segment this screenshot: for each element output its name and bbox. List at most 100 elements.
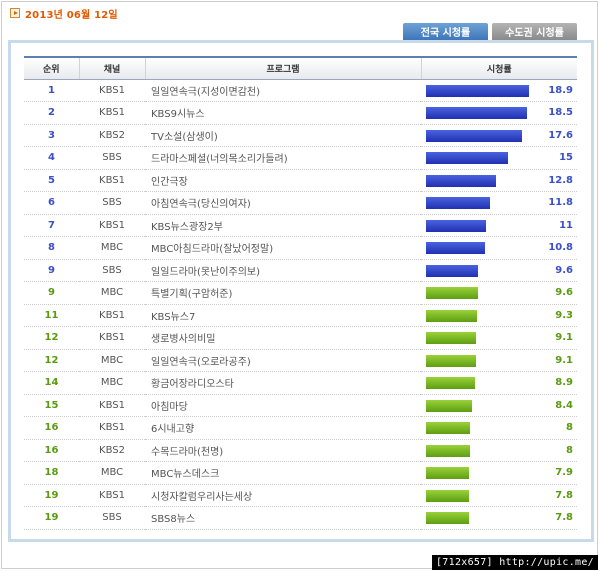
rating-bar <box>426 129 522 142</box>
program-cell: 아침연속극(당신의여자) <box>145 191 421 215</box>
channel-cell: MBC <box>79 461 145 485</box>
rating-value: 9.1 <box>555 332 573 343</box>
program-cell: SBS8뉴스 <box>145 506 421 530</box>
rating-cell: 9.3 <box>421 304 577 327</box>
rating-cell: 9.6 <box>421 259 577 282</box>
channel-cell: KBS1 <box>79 326 145 350</box>
rank-cell: 15 <box>24 394 79 417</box>
rank-cell: 19 <box>24 484 79 507</box>
program-cell: 황금어장라디오스타 <box>145 371 421 395</box>
rank-cell: 3 <box>24 124 79 147</box>
column-header-rank: 순위 <box>24 56 79 80</box>
channel-cell: KBS2 <box>79 124 145 147</box>
program-cell: 일일연속극(지성이면감천) <box>145 79 421 102</box>
rating-bar <box>426 84 529 97</box>
program-cell: 수목드라마(천명) <box>145 439 421 462</box>
rating-bar <box>426 242 485 254</box>
rating-bar <box>426 399 472 412</box>
rank-cell: 4 <box>24 146 79 170</box>
channel-cell: KBS1 <box>79 214 145 237</box>
table-row: 4 SBS 드라마스페셜(너의목소리가들려) 15 <box>24 146 577 170</box>
rank-cell: 1 <box>24 79 79 102</box>
rank-cell: 9 <box>24 281 79 305</box>
table-row: 9 SBS 일일드라마(못난이주의보) 9.6 <box>24 259 577 282</box>
table-row: 14 MBC 황금어장라디오스타 8.9 <box>24 371 577 395</box>
rating-cell: 12.8 <box>421 169 577 192</box>
rank-cell: 16 <box>24 416 79 440</box>
column-header-channel: 채널 <box>78 56 145 80</box>
rating-cell: 9.1 <box>421 326 577 350</box>
rating-cell: 7.9 <box>421 461 577 485</box>
program-cell: KBS뉴스7 <box>145 304 421 327</box>
rating-bar <box>426 377 475 389</box>
rating-bar <box>426 287 478 299</box>
table-row: 6 SBS 아침연속극(당신의여자) 11.8 <box>24 191 577 215</box>
program-cell: 드라마스페셜(너의목소리가들려) <box>145 146 421 170</box>
program-cell: 생로병사의비밀 <box>145 326 421 350</box>
rating-cell: 9.1 <box>421 349 577 372</box>
tab-capital-rating[interactable]: 수도권 시청률 <box>492 23 577 40</box>
table-row: 3 KBS2 TV소설(삼생이) 17.6 <box>24 124 577 147</box>
channel-cell: KBS2 <box>79 439 145 462</box>
ranking-table: 순위 채널 프로그램 시청률 1 KBS1 일일연속극(지성이면감천) 18.9 2 KB… <box>24 56 577 530</box>
rating-cell: 8.9 <box>421 371 577 395</box>
rank-cell: 19 <box>24 506 79 530</box>
rating-cell: 11.8 <box>421 191 577 215</box>
rating-bar <box>426 309 477 322</box>
rating-value: 17.6 <box>548 129 573 141</box>
rating-value: 8.4 <box>555 399 573 411</box>
program-cell: 6시내고향 <box>145 416 421 440</box>
rating-cell: 7.8 <box>421 484 577 507</box>
rank-cell: 7 <box>24 214 79 237</box>
channel-cell: KBS1 <box>79 101 145 125</box>
rating-value: 9.3 <box>555 309 573 321</box>
table-row: 19 KBS1 시청자칼럼우리사는세상 7.8 <box>24 484 577 507</box>
rating-cell: 7.8 <box>421 506 577 530</box>
channel-cell: MBC <box>79 371 145 395</box>
program-cell: KBS뉴스광장2부 <box>145 214 421 237</box>
program-cell: 일일드라마(못난이주의보) <box>145 259 421 282</box>
table-row: 16 KBS1 6시내고향 8 <box>24 416 577 440</box>
rank-cell: 14 <box>24 371 79 395</box>
rank-cell: 11 <box>24 304 79 327</box>
channel-cell: KBS1 <box>79 484 145 507</box>
rating-value: 7.9 <box>555 467 573 478</box>
rating-value: 18.5 <box>548 107 573 118</box>
rating-cell: 15 <box>421 146 577 170</box>
rank-cell: 8 <box>24 236 79 260</box>
rating-cell: 18.5 <box>421 101 577 125</box>
channel-cell: MBC <box>79 349 145 372</box>
rating-cell: 8 <box>421 416 577 440</box>
program-cell: 특별기획(구암허준) <box>145 281 421 305</box>
rating-cell: 10.8 <box>421 236 577 260</box>
rating-bar <box>426 219 486 232</box>
table-row: 16 KBS2 수목드라마(천명) 8 <box>24 439 577 462</box>
channel-cell: KBS1 <box>79 79 145 102</box>
program-cell: TV소설(삼생이) <box>145 124 421 147</box>
rating-cell: 8 <box>421 439 577 462</box>
rating-value: 8 <box>566 422 573 433</box>
date-header: 2013년 06월 12일 <box>10 6 118 21</box>
rating-value: 7.8 <box>555 512 573 523</box>
table-row: 12 KBS1 생로병사의비밀 9.1 <box>24 326 577 350</box>
arrow-right-icon <box>10 8 20 18</box>
table-header-row: 순위 채널 프로그램 시청률 <box>24 56 577 80</box>
rating-value: 9.6 <box>555 264 573 276</box>
channel-cell: KBS1 <box>79 416 145 440</box>
tab-national-rating[interactable]: 전국 시청률 <box>403 23 488 40</box>
rating-value: 12.8 <box>548 174 573 186</box>
ranking-rows: 1 KBS1 일일연속극(지성이면감천) 18.9 2 KBS1 KBS9시뉴스 18.5 3 K… <box>24 79 577 530</box>
program-cell: 시청자칼럼우리사는세상 <box>145 484 421 507</box>
program-cell: MBC뉴스데스크 <box>145 461 421 485</box>
program-cell: 아침마당 <box>145 394 421 417</box>
table-row: 19 SBS SBS8뉴스 7.8 <box>24 506 577 530</box>
rating-value: 9.6 <box>555 287 573 298</box>
channel-cell: KBS1 <box>79 394 145 417</box>
rating-cell: 8.4 <box>421 394 577 417</box>
channel-cell: KBS1 <box>79 169 145 192</box>
rating-cell: 9.6 <box>421 281 577 305</box>
channel-cell: MBC <box>79 281 145 305</box>
rating-bar <box>426 422 470 434</box>
rating-value: 7.8 <box>555 489 573 501</box>
rating-cell: 11 <box>421 214 577 237</box>
